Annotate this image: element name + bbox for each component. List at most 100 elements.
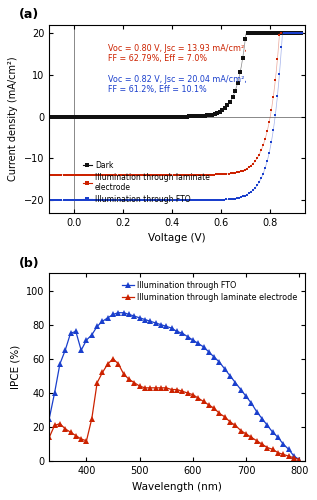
Illumination through laminate electrode — [143, 385, 147, 391]
Illumination through laminate electrode — [175, 386, 179, 392]
Illumination through laminate electrode — [53, 422, 56, 428]
Illumination through laminate electrode — [170, 386, 173, 392]
Illumination through FTO — [202, 344, 205, 350]
Illumination through laminate electrode — [265, 444, 269, 450]
Illumination through laminate electrode — [95, 380, 99, 386]
Illumination through FTO — [287, 446, 291, 452]
Illumination through FTO — [63, 348, 67, 354]
Illumination through FTO — [196, 340, 200, 346]
Text: Voc = 0.80 V, Jsc = 13.93 mA/cm²,
FF = 62.79%, Eff = 7.0%: Voc = 0.80 V, Jsc = 13.93 mA/cm², FF = 6… — [108, 44, 247, 63]
Illumination through laminate electrode — [223, 414, 227, 420]
Illumination through FTO — [117, 310, 120, 316]
Illumination through laminate electrode — [255, 438, 259, 444]
Illumination through laminate electrode — [239, 428, 243, 434]
Illumination through FTO — [271, 429, 275, 435]
Illumination through FTO — [143, 316, 147, 322]
Illumination through FTO — [106, 315, 110, 321]
Illumination through laminate electrode — [276, 450, 280, 456]
Illumination through FTO — [297, 456, 301, 462]
Illumination through laminate electrode — [68, 429, 72, 435]
Line: Illumination through FTO: Illumination through FTO — [47, 310, 302, 462]
Illumination through laminate electrode — [249, 434, 253, 440]
Illumination through laminate electrode — [79, 436, 83, 442]
Illumination through FTO — [265, 422, 269, 428]
Illumination through laminate electrode — [122, 371, 126, 377]
Illumination through laminate electrode — [47, 434, 51, 440]
Illumination through FTO — [127, 312, 131, 318]
Illumination through laminate electrode — [186, 390, 190, 396]
Illumination through FTO — [212, 354, 216, 360]
Illumination through FTO — [276, 434, 280, 440]
Illumination through FTO — [255, 408, 259, 414]
Illumination through FTO — [154, 320, 158, 326]
Illumination through laminate electrode — [106, 361, 110, 367]
Illumination through FTO — [111, 312, 115, 318]
Illumination through laminate electrode — [196, 395, 200, 401]
Illumination through laminate electrode — [74, 432, 78, 438]
Illumination through FTO — [148, 318, 152, 324]
Illumination through laminate electrode — [154, 385, 158, 391]
Line: Illumination through laminate electrode: Illumination through laminate electrode — [47, 356, 302, 463]
Illumination through FTO — [260, 416, 264, 422]
Illumination through FTO — [207, 349, 211, 355]
Illumination through laminate electrode — [117, 361, 120, 367]
Illumination through FTO — [180, 330, 184, 336]
Illumination through FTO — [68, 330, 72, 336]
Illumination through laminate electrode — [202, 398, 205, 404]
Y-axis label: IPCE (%): IPCE (%) — [10, 345, 21, 390]
Illumination through laminate electrode — [133, 380, 136, 386]
Illumination through FTO — [95, 324, 99, 330]
Illumination through FTO — [133, 313, 136, 319]
Illumination through FTO — [90, 332, 94, 338]
Illumination through FTO — [159, 322, 163, 328]
Illumination through FTO — [138, 315, 142, 321]
Illumination through laminate electrode — [127, 376, 131, 382]
Illumination through laminate electrode — [90, 416, 94, 422]
Illumination through FTO — [175, 328, 179, 334]
Illumination through laminate electrode — [297, 456, 301, 462]
Text: (b): (b) — [19, 256, 39, 270]
Illumination through laminate electrode — [287, 453, 291, 459]
Illumination through laminate electrode — [260, 441, 264, 447]
Illumination through FTO — [122, 310, 126, 316]
Illumination through FTO — [234, 380, 237, 386]
Illumination through laminate electrode — [217, 410, 221, 416]
Illumination through FTO — [217, 359, 221, 365]
X-axis label: Wavelength (nm): Wavelength (nm) — [132, 482, 222, 492]
Illumination through FTO — [47, 416, 51, 422]
Illumination through laminate electrode — [138, 383, 142, 389]
Text: (a): (a) — [19, 8, 39, 21]
Illumination through FTO — [281, 441, 285, 447]
Illumination through laminate electrode — [159, 385, 163, 391]
Illumination through FTO — [165, 324, 168, 330]
X-axis label: Voltage (V): Voltage (V) — [148, 233, 206, 243]
Illumination through FTO — [292, 453, 296, 459]
Illumination through laminate electrode — [281, 452, 285, 458]
Illumination through laminate electrode — [234, 422, 237, 428]
Text: Voc = 0.82 V, Jsc = 20.04 mA/cm²,
FF = 61.2%, Eff = 10.1%: Voc = 0.82 V, Jsc = 20.04 mA/cm², FF = 6… — [108, 75, 247, 94]
Illumination through laminate electrode — [111, 356, 115, 362]
Illumination through laminate electrode — [180, 388, 184, 394]
Illumination through laminate electrode — [165, 385, 168, 391]
Illumination through laminate electrode — [212, 406, 216, 411]
Legend: Dark, Illumination through laminate
electrode, Illumination through FTO: Dark, Illumination through laminate elec… — [80, 158, 213, 207]
Illumination through laminate electrode — [58, 420, 62, 426]
Illumination through FTO — [223, 366, 227, 372]
Illumination through laminate electrode — [100, 370, 104, 376]
Legend: Illumination through FTO, Illumination through laminate electrode: Illumination through FTO, Illumination t… — [119, 278, 301, 304]
Illumination through laminate electrode — [85, 438, 88, 444]
Illumination through FTO — [244, 394, 248, 400]
Illumination through laminate electrode — [271, 446, 275, 452]
Illumination through FTO — [74, 328, 78, 334]
Illumination through FTO — [85, 337, 88, 343]
Illumination through laminate electrode — [148, 385, 152, 391]
Illumination through FTO — [100, 318, 104, 324]
Illumination through laminate electrode — [207, 402, 211, 408]
Illumination through laminate electrode — [191, 392, 195, 398]
Illumination through laminate electrode — [228, 419, 232, 425]
Illumination through FTO — [239, 386, 243, 392]
Illumination through FTO — [249, 400, 253, 406]
Illumination through FTO — [170, 325, 173, 331]
Y-axis label: Current density (mA/cm²): Current density (mA/cm²) — [8, 56, 18, 181]
Illumination through FTO — [191, 337, 195, 343]
